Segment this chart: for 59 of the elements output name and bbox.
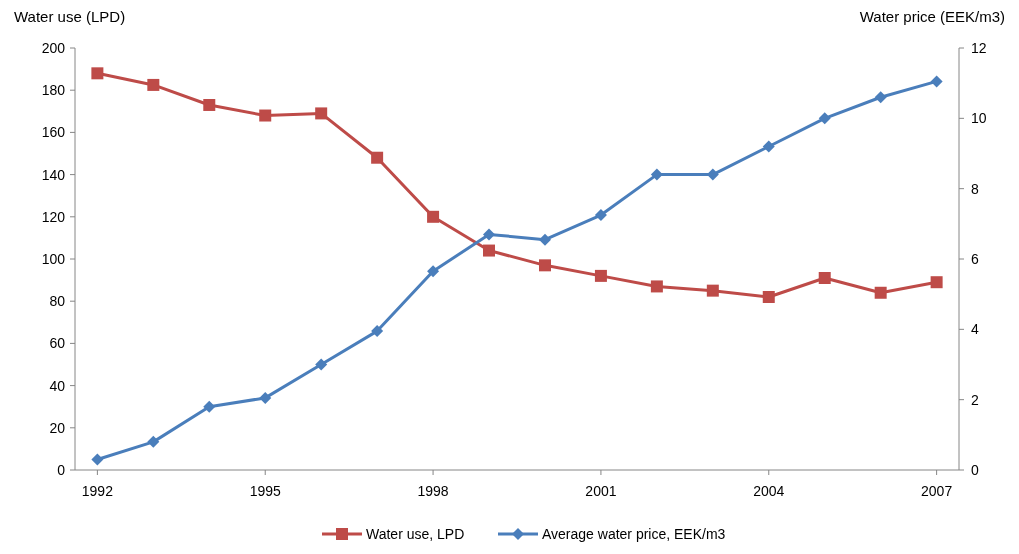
point: [315, 358, 328, 371]
point: [818, 112, 831, 125]
point: [483, 244, 496, 257]
x-tick-label: 1998: [417, 483, 449, 499]
y2-tick-label: 10: [971, 110, 987, 127]
point: [315, 107, 328, 120]
point: [706, 284, 719, 297]
point: [594, 209, 607, 222]
point: [930, 75, 943, 88]
point: [259, 391, 272, 404]
point: [874, 286, 887, 299]
x-tick-label: 1995: [249, 483, 282, 499]
point: [874, 91, 887, 104]
y2-tick-label: 4: [971, 321, 979, 338]
point: [930, 276, 943, 289]
y-tick-label: 40: [49, 377, 66, 394]
y2-tick-label: 2: [971, 391, 979, 408]
x-tick-label: 2001: [585, 483, 617, 499]
point: [259, 109, 272, 122]
point: [538, 259, 551, 272]
y2-tick-label: 0: [971, 461, 979, 478]
x-tick-label: 2004: [753, 483, 785, 499]
point: [427, 265, 440, 278]
point: [762, 140, 775, 153]
legend-label: Water use, LPD: [366, 525, 465, 542]
point: [371, 325, 384, 338]
point: [594, 269, 607, 282]
y-tick-label: 120: [41, 208, 66, 225]
y2-tick-label: 6: [971, 250, 979, 267]
y-tick-label: 100: [41, 250, 66, 267]
y-tick-label: 0: [57, 461, 66, 478]
y-tick-label: 180: [41, 82, 66, 99]
point: [91, 67, 104, 80]
point: [650, 280, 663, 293]
point: [371, 151, 384, 164]
point: [538, 233, 551, 246]
point: [483, 228, 496, 241]
point: [818, 271, 831, 284]
y-tick-label: 140: [41, 166, 66, 183]
y2-axis-title: Water price (EEK/m3): [859, 8, 1005, 25]
point: [147, 435, 160, 448]
point: [203, 98, 216, 111]
x-tick-label: 2007: [921, 483, 953, 499]
point: [91, 453, 104, 466]
x-tick-label: 1992: [81, 483, 114, 499]
point: [147, 78, 160, 91]
point: [427, 210, 440, 223]
y-tick-label: 20: [49, 419, 66, 436]
point: [203, 400, 216, 413]
point: [762, 290, 775, 303]
y2-tick-label: 8: [971, 180, 979, 197]
y-tick-label: 80: [49, 293, 66, 310]
y-axis-title: Water use (LPD): [14, 8, 126, 25]
y-tick-label: 200: [41, 39, 66, 56]
y-tick-label: 60: [49, 335, 66, 352]
point: [650, 168, 663, 181]
y-tick-label: 160: [41, 124, 66, 141]
legend-label: Average water price, EEK/m3: [542, 525, 726, 542]
y2-tick-label: 12: [971, 39, 987, 56]
